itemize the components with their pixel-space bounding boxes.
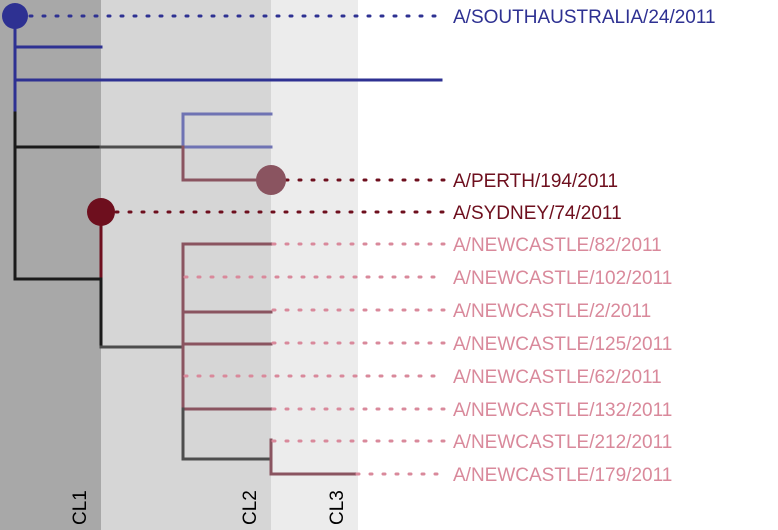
tree-node <box>2 3 28 29</box>
tip-label: A/NEWCASTLE/179/2011 <box>453 465 672 486</box>
tip-label: A/NEWCASTLE/125/2011 <box>453 334 672 355</box>
tip-label: A/NEWCASTLE/82/2011 <box>453 235 662 256</box>
tree-branches <box>13 14 443 476</box>
tip-label: A/NEWCASTLE/212/2011 <box>453 432 672 453</box>
tree-node <box>256 165 286 195</box>
tip-label: A/PERTH/194/2011 <box>453 171 618 192</box>
tip-label: A/NEWCASTLE/102/2011 <box>453 268 672 289</box>
tip-leaders <box>15 14 447 476</box>
cluster-bands: CL1 CL2 CL3 <box>0 0 358 530</box>
band-cl1 <box>0 0 101 530</box>
tip-label: A/SOUTHAUSTRALIA/24/2011 <box>453 7 716 28</box>
band-label-cl2: CL2 <box>240 490 261 525</box>
tree-node <box>87 198 115 226</box>
band-label-cl3: CL3 <box>327 490 348 525</box>
tree-nodes <box>2 3 286 226</box>
tip-label: A/SYDNEY/74/2011 <box>453 203 622 224</box>
tip-label: A/NEWCASTLE/62/2011 <box>453 367 662 388</box>
tip-label: A/NEWCASTLE/132/2011 <box>453 400 672 421</box>
tip-label: A/NEWCASTLE/2/2011 <box>453 301 651 322</box>
band-cl2 <box>101 0 271 530</box>
tip-labels: A/SOUTHAUSTRALIA/24/2011 A/PERTH/194/2011… <box>453 7 716 486</box>
band-label-cl1: CL1 <box>70 490 91 525</box>
